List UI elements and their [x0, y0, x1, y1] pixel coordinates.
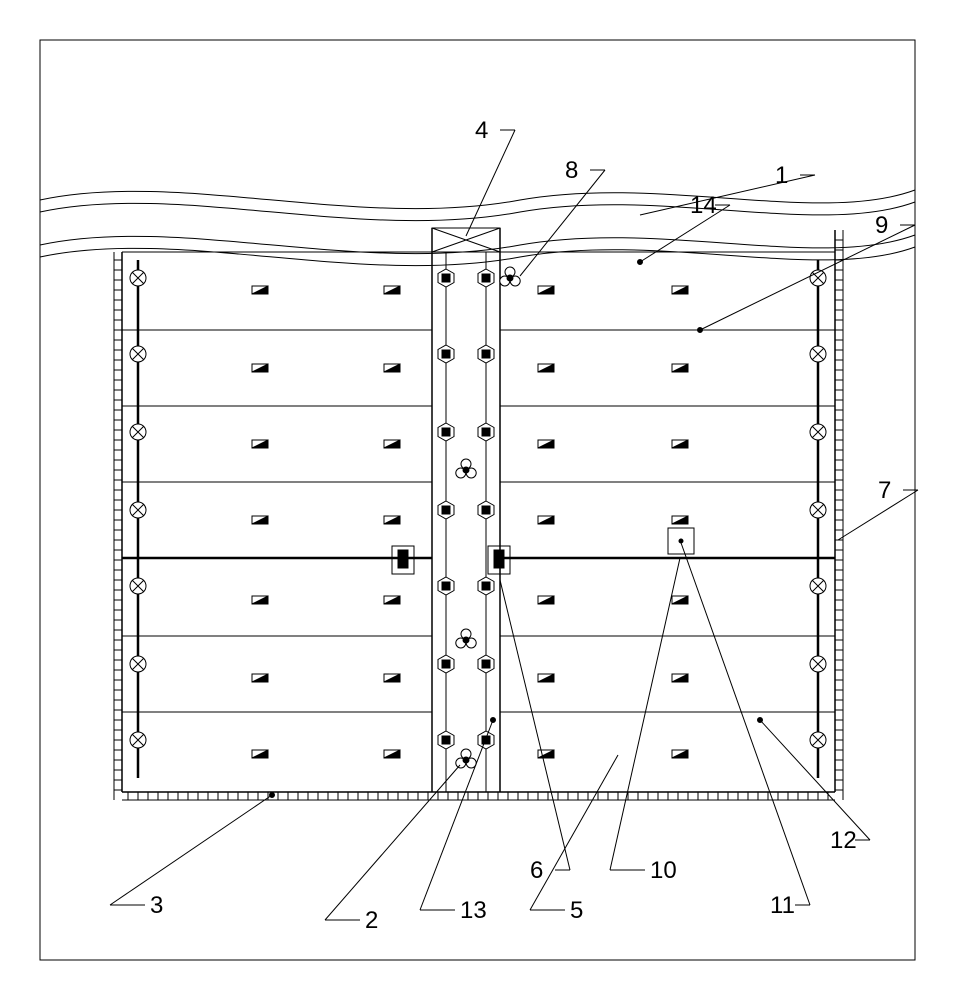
callout-label-9: 9 — [875, 212, 888, 239]
triangle-markers — [252, 286, 688, 758]
callout-label-4: 4 — [475, 117, 488, 144]
callout-label-7: 7 — [878, 477, 891, 504]
callout-label-13: 13 — [460, 897, 487, 924]
callout-label-5: 5 — [570, 897, 583, 924]
callout-label-11: 11 — [770, 892, 795, 919]
callout-label-10: 10 — [650, 857, 677, 884]
callouts: 1481497321365101112 — [110, 117, 918, 934]
callout-label-8: 8 — [565, 157, 578, 184]
boxed-markers — [392, 528, 694, 574]
callout-label-2: 2 — [365, 907, 378, 934]
callout-label-1: 1 — [775, 162, 788, 189]
callout-label-12: 12 — [830, 827, 857, 854]
callout-label-14: 14 — [690, 192, 717, 219]
callout-label-6: 6 — [530, 857, 543, 884]
callout-label-3: 3 — [150, 892, 163, 919]
diagram-canvas: 1481497321365101112 — [0, 0, 955, 1000]
